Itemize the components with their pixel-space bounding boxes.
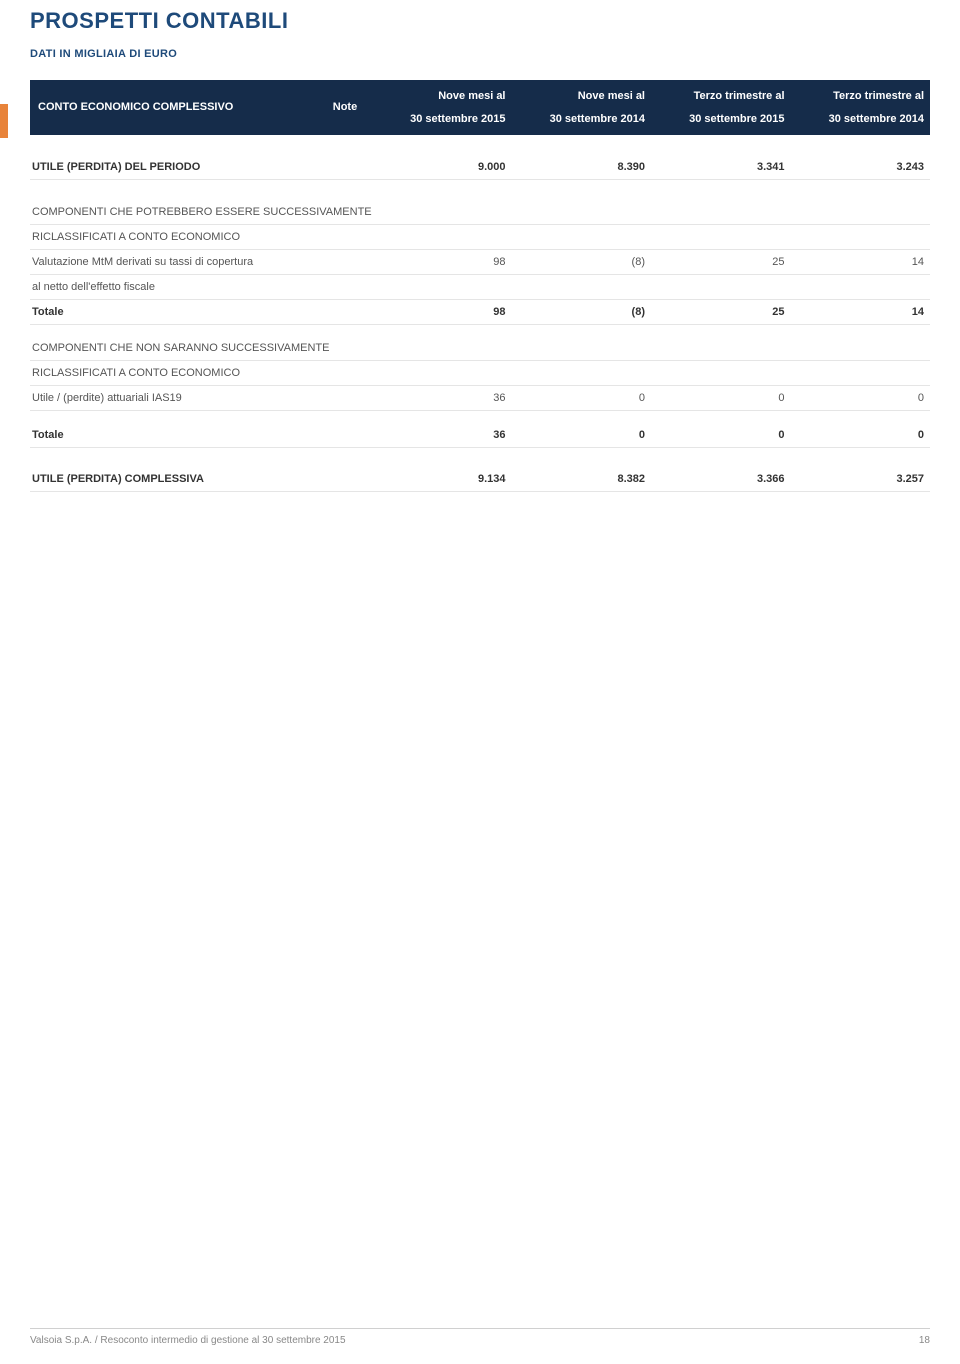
cell-label: UTILE (PERDITA) DEL PERIODO — [30, 155, 318, 180]
footer-left: Valsoia S.p.A. / Resoconto intermedio di… — [30, 1335, 346, 1346]
cell-label: UTILE (PERDITA) COMPLESSIVA — [30, 467, 318, 492]
row-utile-periodo: UTILE (PERDITA) DEL PERIODO 9.000 8.390 … — [30, 155, 930, 180]
page-subtitle: DATI IN MIGLIAIA DI EURO — [30, 48, 930, 60]
row-ias19: Utile / (perdite) attuariali IAS19 36 0 … — [30, 386, 930, 411]
side-orange-tab — [0, 104, 8, 138]
cell-value: (8) — [512, 249, 652, 274]
cell-value: 3.243 — [791, 155, 931, 180]
cell-value: (8) — [512, 299, 652, 324]
cell-label: COMPONENTI CHE NON SARANNO SUCCESSIVAMEN… — [30, 336, 930, 361]
page-title: PROSPETTI CONTABILI — [30, 8, 930, 34]
cell-label: COMPONENTI CHE POTREBBERO ESSERE SUCCESS… — [30, 200, 930, 225]
cell-value: 98 — [372, 299, 512, 324]
header-col-1-bot: 30 settembre 2015 — [378, 111, 506, 128]
footer-page-number: 18 — [919, 1335, 930, 1346]
row-comp-potrebbero: COMPONENTI CHE POTREBBERO ESSERE SUCCESS… — [30, 200, 930, 225]
cell-value: 0 — [512, 423, 652, 448]
cell-value: 8.382 — [512, 467, 652, 492]
header-col-4-top: Terzo trimestre al — [797, 88, 925, 105]
cell-label: RICLASSIFICATI A CONTO ECONOMICO — [30, 361, 930, 386]
cell-value: 25 — [651, 249, 791, 274]
cell-note — [318, 249, 372, 274]
cell-value: 0 — [512, 386, 652, 411]
header-col-1: Nove mesi al 30 settembre 2015 — [372, 80, 512, 135]
row-riclass2: RICLASSIFICATI A CONTO ECONOMICO — [30, 361, 930, 386]
cell-value: 3.341 — [651, 155, 791, 180]
row-riclass1: RICLASSIFICATI A CONTO ECONOMICO — [30, 224, 930, 249]
cell-value: 0 — [791, 423, 931, 448]
cell-value: 0 — [651, 423, 791, 448]
cell-value: 14 — [791, 249, 931, 274]
header-col-3: Terzo trimestre al 30 settembre 2015 — [651, 80, 791, 135]
cell-label: al netto dell'effetto fiscale — [30, 274, 930, 299]
cell-value: 3.257 — [791, 467, 931, 492]
cell-value: 36 — [372, 386, 512, 411]
cell-value: 14 — [791, 299, 931, 324]
cell-note — [318, 423, 372, 448]
cell-value: 98 — [372, 249, 512, 274]
header-col-2: Nove mesi al 30 settembre 2014 — [512, 80, 652, 135]
cell-value: 9.000 — [372, 155, 512, 180]
cell-value: 0 — [651, 386, 791, 411]
table-body: UTILE (PERDITA) DEL PERIODO 9.000 8.390 … — [30, 135, 930, 492]
cell-value: 25 — [651, 299, 791, 324]
header-label: CONTO ECONOMICO COMPLESSIVO — [30, 80, 318, 135]
cell-label: RICLASSIFICATI A CONTO ECONOMICO — [30, 224, 930, 249]
header-col-2-bot: 30 settembre 2014 — [518, 111, 646, 128]
header-col-2-top: Nove mesi al — [518, 88, 646, 105]
page-footer: Valsoia S.p.A. / Resoconto intermedio di… — [30, 1328, 930, 1346]
cell-value: 8.390 — [512, 155, 652, 180]
cell-value: 9.134 — [372, 467, 512, 492]
page-container: PROSPETTI CONTABILI DATI IN MIGLIAIA DI … — [0, 0, 960, 492]
row-comp-non: COMPONENTI CHE NON SARANNO SUCCESSIVAMEN… — [30, 336, 930, 361]
row-val-mtm: Valutazione MtM derivati su tassi di cop… — [30, 249, 930, 274]
table-header: CONTO ECONOMICO COMPLESSIVO Note Nove me… — [30, 80, 930, 135]
row-totale-2: Totale 36 0 0 0 — [30, 423, 930, 448]
cell-label: Utile / (perdite) attuariali IAS19 — [30, 386, 318, 411]
header-col-3-bot: 30 settembre 2015 — [657, 111, 785, 128]
financial-table: CONTO ECONOMICO COMPLESSIVO Note Nove me… — [30, 80, 930, 492]
cell-note — [318, 155, 372, 180]
header-col-4-bot: 30 settembre 2014 — [797, 111, 925, 128]
header-row: CONTO ECONOMICO COMPLESSIVO Note Nove me… — [30, 80, 930, 135]
cell-value: 36 — [372, 423, 512, 448]
cell-note — [318, 386, 372, 411]
cell-label: Valutazione MtM derivati su tassi di cop… — [30, 249, 318, 274]
cell-note — [318, 299, 372, 324]
header-col-1-top: Nove mesi al — [378, 88, 506, 105]
header-col-4: Terzo trimestre al 30 settembre 2014 — [791, 80, 931, 135]
header-col-3-top: Terzo trimestre al — [657, 88, 785, 105]
cell-value: 0 — [791, 386, 931, 411]
cell-value: 3.366 — [651, 467, 791, 492]
cell-label: Totale — [30, 299, 318, 324]
cell-note — [318, 467, 372, 492]
row-utile-complessiva: UTILE (PERDITA) COMPLESSIVA 9.134 8.382 … — [30, 467, 930, 492]
header-note: Note — [318, 80, 372, 135]
row-al-netto: al netto dell'effetto fiscale — [30, 274, 930, 299]
cell-label: Totale — [30, 423, 318, 448]
row-totale-1: Totale 98 (8) 25 14 — [30, 299, 930, 324]
